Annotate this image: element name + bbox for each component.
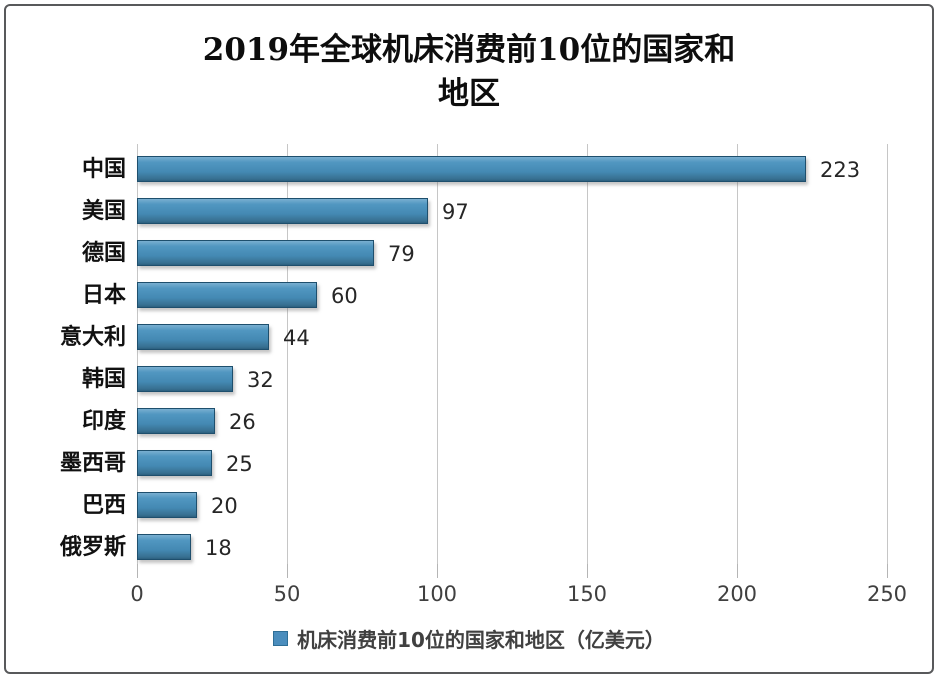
category-label: 德国 [81, 241, 126, 266]
chart-title-line2: 地区 [438, 76, 500, 112]
category-label: 印度 [81, 409, 126, 434]
bar-row: 墨西哥 25 [6, 443, 932, 485]
axis-tick [437, 564, 438, 578]
bar-row: 意大利 44 [6, 317, 932, 359]
category-label: 中国 [81, 157, 126, 182]
value-label: 223 [820, 158, 861, 182]
bar [137, 534, 191, 560]
value-label: 32 [247, 368, 274, 392]
axis-tick [887, 564, 888, 578]
value-label: 20 [211, 494, 238, 518]
chart-title-line1: 2019年全球机床消费前10位的国家和 [202, 32, 736, 68]
chart-frame: 2019年全球机床消费前10位的国家和 地区 中国 223 美国 97 德国 79 日本 60… [4, 4, 934, 674]
gridline [887, 144, 888, 570]
value-label: 26 [229, 410, 256, 434]
axis-tick [287, 564, 288, 578]
category-label: 美国 [81, 199, 126, 224]
bar-row: 俄罗斯 18 [6, 527, 932, 569]
gridline [737, 144, 738, 570]
plot-area: 中国 223 美国 97 德国 79 日本 60 意大利 44 韩国 32 印度 26 墨西哥 25 巴西 20 俄… [6, 6, 932, 672]
bar-row: 印度 26 [6, 401, 932, 443]
bar-row: 美国 97 [6, 191, 932, 233]
gridline [137, 144, 138, 570]
category-label: 俄罗斯 [59, 535, 126, 560]
value-label: 79 [388, 242, 415, 266]
bar-row: 韩国 32 [6, 359, 932, 401]
gridline [287, 144, 288, 570]
legend: 机床消费前10位的国家和地区（亿美元） [6, 624, 932, 653]
bar [137, 240, 374, 266]
value-label: 25 [226, 452, 253, 476]
bar-row: 巴西 20 [6, 485, 932, 527]
axis-tick [137, 564, 138, 578]
gridline [587, 144, 588, 570]
category-label: 墨西哥 [59, 451, 126, 476]
bar [137, 156, 806, 182]
bar-row: 日本 60 [6, 275, 932, 317]
chart-title: 2019年全球机床消费前10位的国家和 地区 [6, 28, 932, 116]
bar [137, 492, 197, 518]
axis-tick [587, 564, 588, 578]
axis-tick [737, 564, 738, 578]
bar [137, 408, 215, 434]
legend-marker-icon [273, 631, 289, 646]
value-label: 97 [442, 200, 469, 224]
x-tick-label: 0 [130, 582, 144, 606]
value-label: 18 [205, 536, 232, 560]
bar [137, 324, 269, 350]
x-tick-label: 200 [716, 582, 758, 606]
bar [137, 198, 428, 224]
x-tick-label: 250 [866, 582, 908, 606]
x-tick-label: 50 [273, 582, 301, 606]
bar [137, 282, 317, 308]
bar-row: 德国 79 [6, 233, 932, 275]
gridline [437, 144, 438, 570]
legend-label: 机床消费前10位的国家和地区（亿美元） [297, 628, 665, 652]
bar [137, 450, 212, 476]
category-label: 日本 [81, 283, 126, 308]
x-tick-label: 100 [416, 582, 458, 606]
category-label: 意大利 [59, 325, 126, 350]
value-label: 60 [331, 284, 358, 308]
bar-row: 中国 223 [6, 149, 932, 191]
bar [137, 366, 233, 392]
x-tick-label: 150 [566, 582, 608, 606]
category-label: 巴西 [81, 493, 126, 518]
category-label: 韩国 [81, 367, 126, 392]
value-label: 44 [283, 326, 310, 350]
